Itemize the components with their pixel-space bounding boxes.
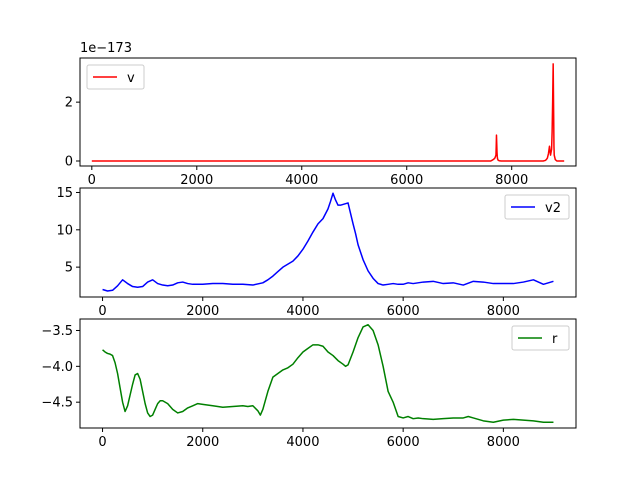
y-tick-label: −3.5 bbox=[41, 324, 73, 339]
x-tick-label: 4000 bbox=[286, 304, 319, 319]
x-tick-label: 8000 bbox=[487, 304, 520, 319]
subplot-1: 0 2000 4000 6000 8000 0 2 1e−173 v bbox=[65, 41, 577, 188]
legend-label-v: v bbox=[127, 71, 135, 86]
legend-label-r: r bbox=[552, 332, 558, 347]
series-line-v2 bbox=[102, 192, 554, 292]
legend-box bbox=[504, 194, 570, 220]
x-tick-label: 6000 bbox=[387, 304, 420, 319]
x-tick-label: 0 bbox=[88, 173, 96, 188]
x-tick-label: 8000 bbox=[495, 173, 528, 188]
y-tick-label: −4.0 bbox=[41, 360, 73, 375]
legend: r bbox=[511, 325, 570, 351]
y-offset-label: 1e−173 bbox=[80, 41, 132, 56]
legend: v bbox=[86, 64, 145, 90]
subplots: 0 2000 4000 6000 8000 0 2 1e−173 v 0 2000 4000 6000 8… bbox=[41, 41, 577, 450]
y-tick-label: 15 bbox=[56, 186, 73, 201]
x-tick-label: 2000 bbox=[186, 435, 219, 450]
subplot-3: 0 2000 4000 6000 8000 −4.5 −4.0 −3.5 r bbox=[41, 318, 577, 450]
y-tick-label: 10 bbox=[56, 223, 73, 238]
x-tick-label: 6000 bbox=[390, 173, 423, 188]
axes-frame bbox=[79, 57, 577, 167]
y-tick-label: 2 bbox=[65, 96, 73, 111]
axes-frame bbox=[79, 318, 577, 429]
legend-label-v2: v2 bbox=[545, 201, 561, 216]
x-tick-label: 6000 bbox=[387, 435, 420, 450]
x-tick-label: 0 bbox=[98, 435, 106, 450]
x-tick-label: 4000 bbox=[285, 173, 318, 188]
y-tick-label: 5 bbox=[65, 261, 73, 276]
series-line-v bbox=[91, 63, 565, 162]
x-tick-label: 2000 bbox=[186, 304, 219, 319]
y-tick-label: −4.5 bbox=[41, 396, 73, 411]
legend: v2 bbox=[504, 194, 570, 220]
x-tick-label: 4000 bbox=[286, 435, 319, 450]
x-tick-label: 8000 bbox=[487, 435, 520, 450]
subplot-2: 0 2000 4000 6000 8000 5 10 15 v2 bbox=[56, 186, 577, 319]
series-line-r bbox=[102, 323, 554, 424]
x-tick-label: 2000 bbox=[180, 173, 213, 188]
axes-frame bbox=[79, 187, 577, 298]
y-tick-label: 0 bbox=[65, 154, 73, 169]
x-tick-label: 0 bbox=[98, 304, 106, 319]
